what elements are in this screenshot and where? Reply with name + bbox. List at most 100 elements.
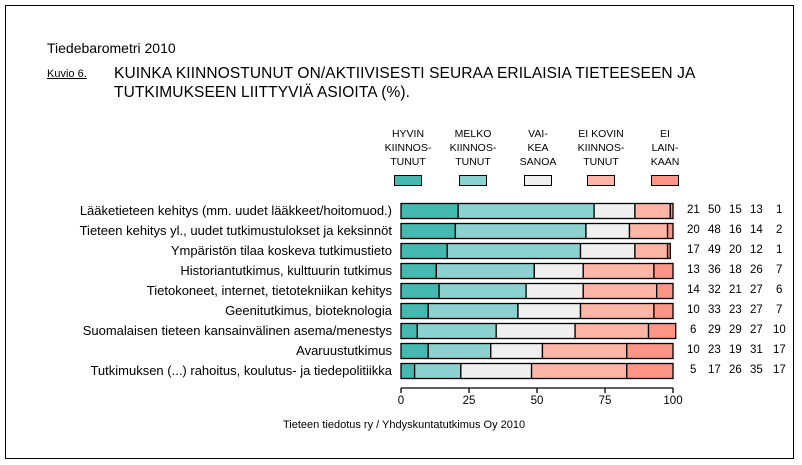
bar-segment bbox=[666, 242, 671, 260]
data-label: 1 bbox=[776, 204, 783, 216]
legend-label-line: HYVIN bbox=[391, 128, 425, 140]
data-label: 50 bbox=[708, 204, 721, 216]
bar-segment bbox=[435, 262, 535, 280]
chart-title-line-2: TUTKIMUKSEEN LIITTYVIÄ ASIOITA (%). bbox=[114, 84, 411, 101]
bar-segment bbox=[416, 322, 497, 340]
bar-segment bbox=[400, 202, 459, 220]
category-label: Tutkimuksen (...) rahoitus, koulutus- ja… bbox=[90, 363, 392, 378]
category-label: Avaruustutkimus bbox=[296, 343, 392, 358]
chart-title-line-1: KUINKA KIINNOSTUNUT ON/AKTIIVISESTI SEUR… bbox=[114, 65, 696, 82]
bar-segment bbox=[400, 362, 416, 380]
category-label: Tietokoneet, internet, tietotekniikan ke… bbox=[146, 283, 392, 298]
bar-segment bbox=[457, 202, 595, 220]
legend-swatch bbox=[587, 175, 615, 186]
bar-segment bbox=[495, 322, 576, 340]
data-label: 2 bbox=[776, 224, 783, 236]
legend-label-line: TUNUT bbox=[455, 156, 491, 168]
data-label: 19 bbox=[729, 344, 742, 356]
legend-label: HYVIN KIINNOS- TUNUT bbox=[373, 127, 443, 169]
legend-label-line: SANOA bbox=[519, 156, 557, 168]
bar-segment bbox=[628, 222, 669, 240]
bar-segment bbox=[400, 282, 440, 300]
bar-segment bbox=[400, 262, 438, 280]
data-label: 23 bbox=[708, 344, 721, 356]
bar-segment bbox=[454, 222, 587, 240]
legend-swatch bbox=[394, 175, 422, 186]
data-label: 20 bbox=[687, 224, 700, 236]
bar-segment bbox=[400, 322, 418, 340]
legend-label-line: LAIN- bbox=[651, 142, 679, 154]
data-label: 17 bbox=[773, 344, 786, 356]
bar-segment bbox=[634, 242, 669, 260]
legend-label: VAI- KEA SANOA bbox=[503, 127, 573, 169]
data-label: 17 bbox=[687, 244, 700, 256]
bar-segment bbox=[634, 202, 671, 220]
bar-segment bbox=[585, 222, 631, 240]
bar-segment bbox=[666, 222, 674, 240]
legend-label-line: KIINNOS- bbox=[449, 142, 497, 154]
category-label: Lääketieteen kehitys (mm. uudet lääkkeet… bbox=[79, 203, 392, 218]
bar-segment bbox=[582, 262, 655, 280]
legend-swatch bbox=[651, 175, 679, 186]
data-label: 7 bbox=[776, 264, 783, 276]
legend-label-line: EI KOVIN bbox=[578, 128, 624, 140]
bar-segment bbox=[574, 322, 650, 340]
data-label: 27 bbox=[750, 324, 763, 336]
bar-segment bbox=[541, 342, 628, 360]
data-label: 27 bbox=[750, 284, 763, 296]
bar-segment bbox=[582, 282, 658, 300]
x-tick-label: 75 bbox=[599, 395, 612, 407]
data-label: 27 bbox=[750, 304, 763, 316]
data-label: 29 bbox=[708, 324, 721, 336]
bar-segment bbox=[427, 342, 492, 360]
bar-segment bbox=[400, 302, 429, 320]
data-label: 31 bbox=[750, 344, 763, 356]
legend-label: MELKO KIINNOS- TUNUT bbox=[438, 127, 508, 169]
bar-segment bbox=[533, 262, 584, 280]
bar-segment bbox=[446, 242, 582, 260]
bar-segment bbox=[530, 362, 628, 380]
data-label: 35 bbox=[750, 364, 763, 376]
category-label: Suomalaisen tieteen kansainvälinen asema… bbox=[82, 323, 392, 338]
data-label: 26 bbox=[750, 264, 763, 276]
x-tick-label: 25 bbox=[463, 395, 476, 407]
data-label: 21 bbox=[729, 284, 742, 296]
bar-segment bbox=[579, 302, 655, 320]
x-tick-label: 50 bbox=[531, 395, 544, 407]
data-label: 48 bbox=[708, 224, 721, 236]
bar-segment bbox=[656, 282, 674, 300]
bar-segment bbox=[400, 342, 429, 360]
data-label: 21 bbox=[687, 204, 700, 216]
bar-segment bbox=[669, 202, 674, 220]
source-title: Tiedebarometri 2010 bbox=[47, 40, 176, 56]
data-label: 14 bbox=[687, 284, 700, 296]
category-label: Tieteen kehitys yl., uudet tutkimustulok… bbox=[79, 223, 392, 238]
bar-segment bbox=[626, 362, 674, 380]
data-label: 33 bbox=[708, 304, 721, 316]
category-label: Historiantutkimus, kulttuurin tutkimus bbox=[180, 263, 392, 278]
bar-segment bbox=[653, 262, 674, 280]
legend-label: EI KOVIN KIINNOS- TUNUT bbox=[566, 127, 636, 169]
category-label: Geenitutkimus, bioteknologia bbox=[225, 303, 392, 318]
data-label: 16 bbox=[729, 224, 742, 236]
data-label: 49 bbox=[708, 244, 721, 256]
legend-label-line: KIINNOS- bbox=[577, 142, 625, 154]
legend-label-line: TUNUT bbox=[390, 156, 426, 168]
legend-swatch bbox=[524, 175, 552, 186]
bar-segment bbox=[400, 242, 448, 260]
legend-swatch bbox=[459, 175, 487, 186]
bar-segment bbox=[525, 282, 584, 300]
legend-label-line: MELKO bbox=[454, 128, 492, 140]
bar-segment bbox=[460, 362, 533, 380]
legend-label-line: EI bbox=[660, 128, 670, 140]
legend-label-line: KEA bbox=[527, 142, 549, 154]
data-label: 13 bbox=[687, 264, 700, 276]
data-label: 6 bbox=[690, 324, 697, 336]
data-label: 26 bbox=[729, 364, 742, 376]
legend-label-line: KAAN bbox=[650, 156, 680, 168]
data-label: 29 bbox=[729, 324, 742, 336]
bar-segment bbox=[626, 342, 674, 360]
data-label: 32 bbox=[708, 284, 721, 296]
chart-title: KUINKA KIINNOSTUNUT ON/AKTIIVISESTI SEUR… bbox=[114, 64, 695, 102]
